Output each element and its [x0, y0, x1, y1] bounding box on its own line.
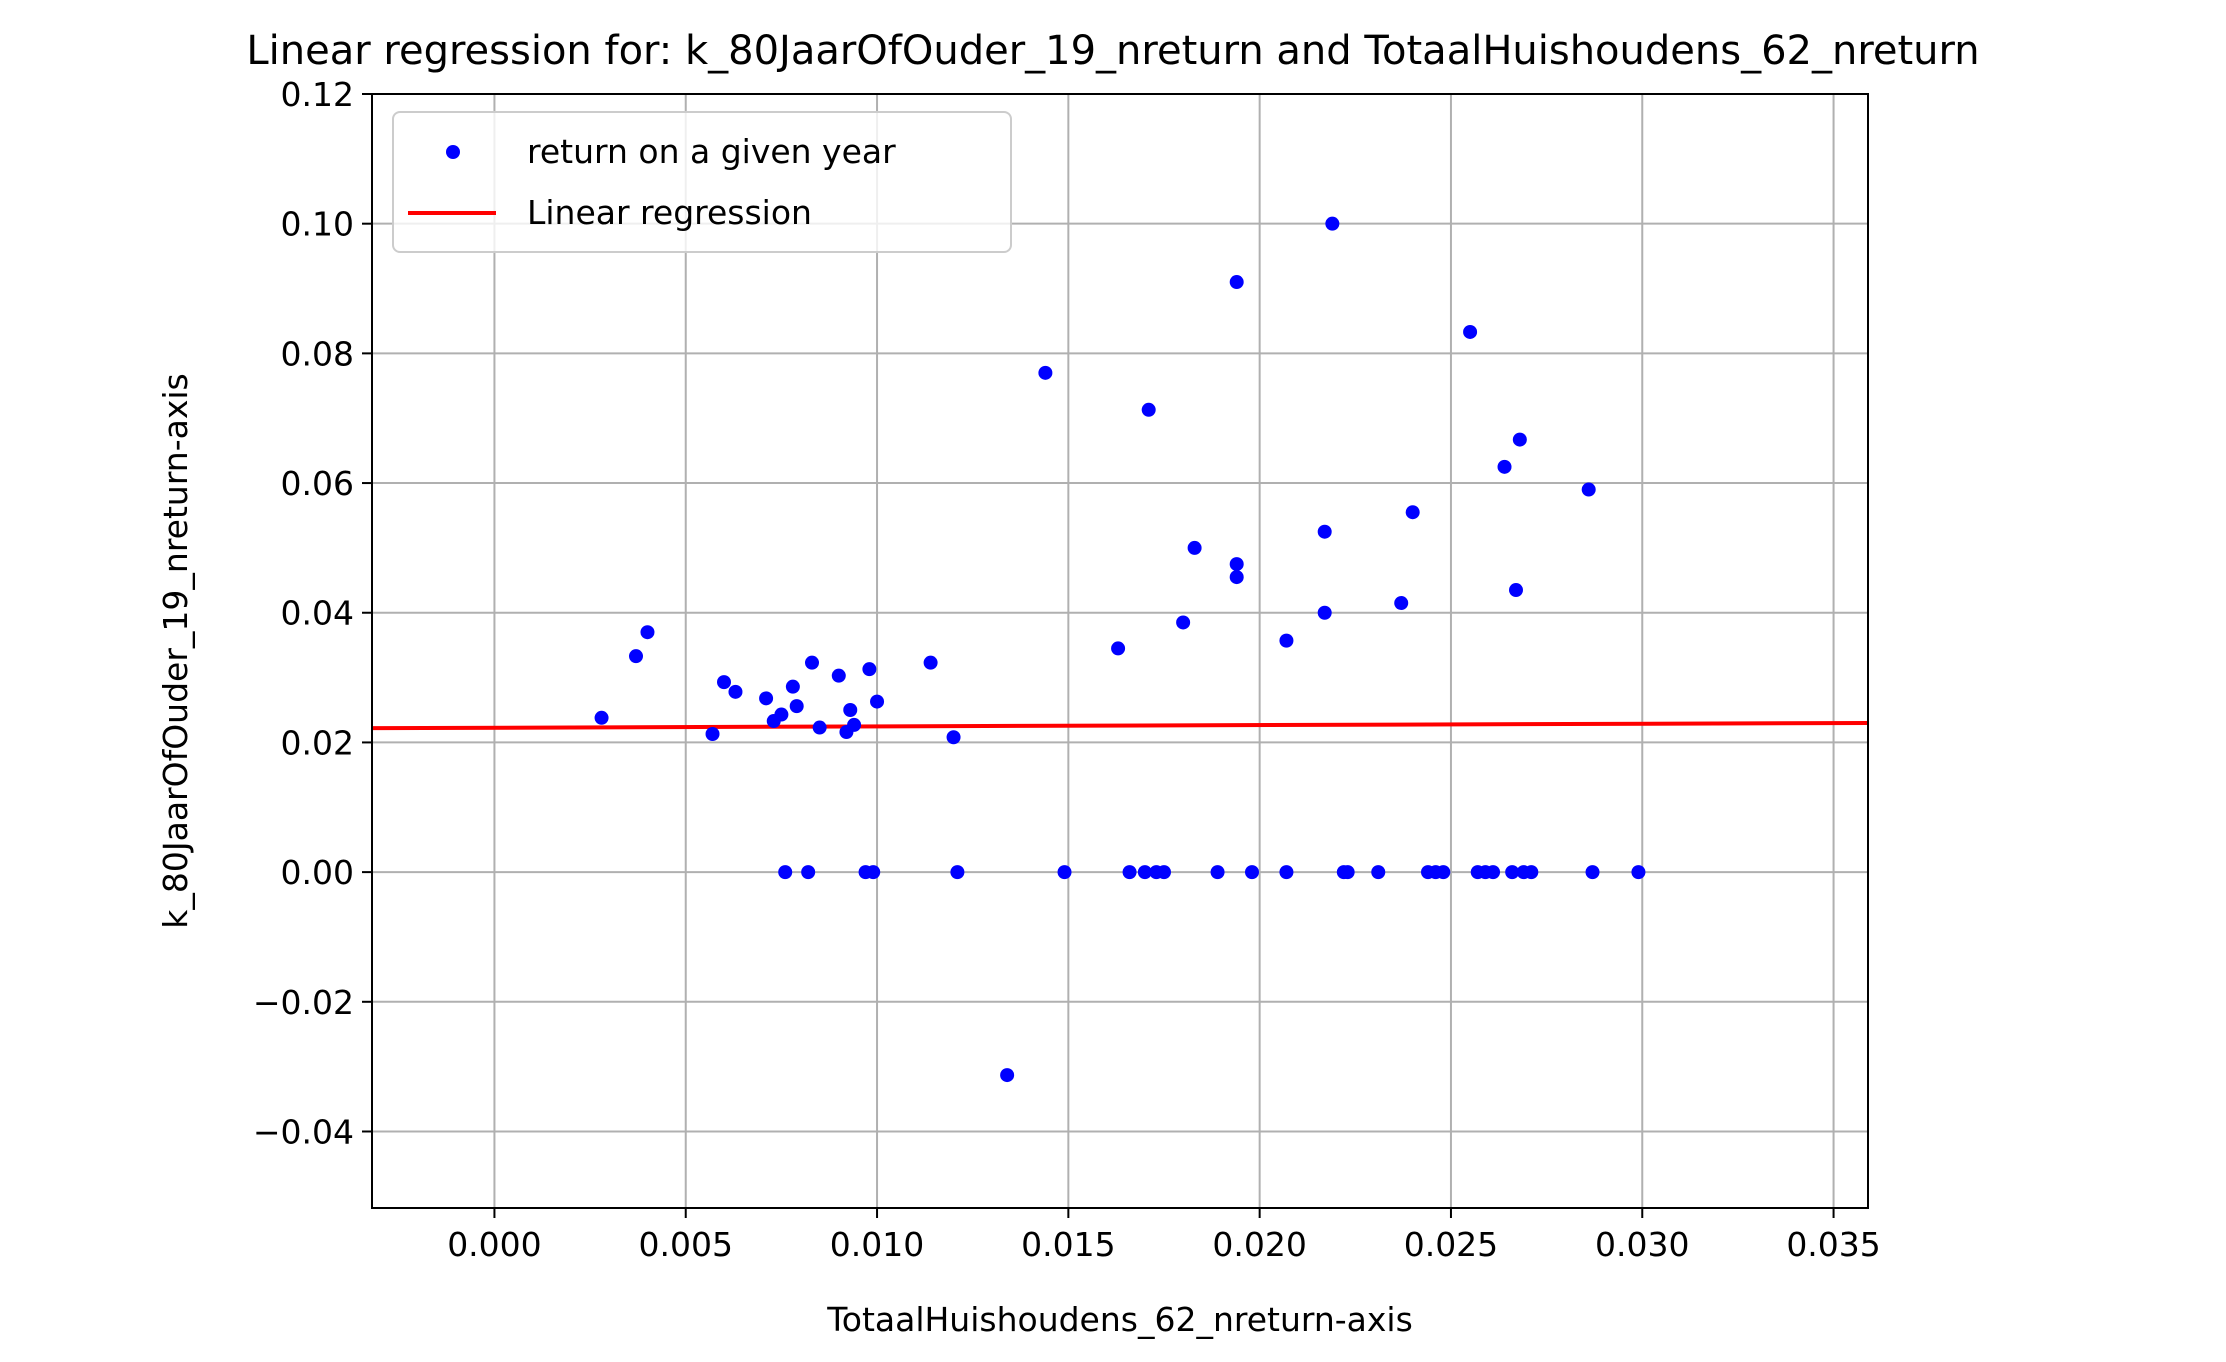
scatter-point [862, 662, 877, 677]
scatter-point [1325, 216, 1340, 231]
scatter-point [1038, 365, 1053, 380]
scatter-point [1394, 596, 1409, 611]
scatter-point [789, 699, 804, 714]
grid-lines [372, 93, 1868, 1208]
legend-box [392, 111, 1012, 253]
x-tick-label: 0.035 [1786, 1225, 1880, 1264]
scatter-point [728, 684, 743, 699]
scatter-point [1000, 1068, 1015, 1083]
scatter-point [831, 668, 846, 683]
x-tick-label: 0.020 [1212, 1225, 1306, 1264]
scatter-point [717, 675, 731, 690]
scatter-point [1631, 865, 1646, 880]
scatter-point [1405, 505, 1420, 520]
scatter-point [1581, 482, 1596, 497]
scatter-point [801, 865, 816, 880]
regression-line [371, 720, 1869, 731]
scatter-point [866, 865, 881, 880]
x-tick-label: 0.015 [1021, 1225, 1115, 1264]
legend-scatter-marker [446, 145, 460, 159]
scatter-point [1157, 865, 1171, 880]
y-axis-ticks: −0.04 −0.02 0.00 0.02 0.04 0.06 0.08 0.10 0.12 [253, 75, 372, 1151]
scatter-point [1509, 583, 1523, 598]
scatter-point [805, 655, 819, 670]
scatter-point [759, 691, 774, 706]
scatter-point [1505, 865, 1520, 880]
legend-label-line: Linear regression [527, 193, 812, 232]
x-tick-label: 0.005 [638, 1225, 732, 1264]
scatter-point [1122, 865, 1137, 880]
scatter-point [1245, 865, 1259, 880]
x-axis-label: TotaalHuishoudens_62_nreturn-axis [826, 1300, 1413, 1339]
scatter-point [923, 655, 938, 670]
scatter-point [847, 717, 862, 732]
scatter-point [1176, 615, 1191, 630]
scatter-point [1229, 275, 1244, 290]
scatter-point [1229, 570, 1244, 585]
y-tick-label: 0.06 [281, 464, 354, 503]
scatter-point [640, 625, 655, 640]
scatter-point [1141, 402, 1156, 417]
y-tick-label: 0.00 [281, 853, 354, 892]
y-tick-label: 0.04 [281, 594, 354, 633]
scatter-point [1497, 459, 1512, 474]
scatter-point [1317, 524, 1332, 539]
scatter-point [950, 865, 965, 880]
scatter-point [1279, 865, 1294, 880]
x-tick-label: 0.010 [830, 1225, 924, 1264]
scatter-point [1371, 865, 1386, 880]
scatter-point [1229, 557, 1244, 572]
y-axis-label: k_80JaarOfOuder_19_nreturn-axis [156, 373, 195, 928]
x-tick-label: 0.030 [1595, 1225, 1689, 1264]
scatter-point [1463, 324, 1478, 339]
scatter-point [812, 720, 827, 735]
y-tick-label: 0.10 [281, 205, 354, 244]
scatter-point [1436, 865, 1451, 880]
scatter-points [594, 216, 1646, 1083]
y-tick-label: 0.02 [281, 723, 354, 762]
scatter-point [1210, 865, 1225, 880]
y-tick-label: 0.08 [281, 334, 354, 373]
scatter-point [1585, 865, 1600, 880]
scatter-point [1512, 432, 1527, 447]
y-tick-label: 0.12 [281, 75, 354, 114]
scatter-point [778, 865, 793, 880]
scatter-point [629, 649, 643, 664]
plot-frame [371, 93, 1869, 1209]
scatter-point [1340, 865, 1355, 880]
chart-title: Linear regression for: k_80JaarOfOuder_1… [246, 28, 1979, 74]
scatter-point [1317, 605, 1332, 620]
scatter-point [870, 694, 885, 709]
scatter-point [1524, 865, 1539, 880]
scatter-point [946, 730, 961, 745]
scatter-point [1187, 540, 1202, 555]
scatter-point [1111, 641, 1126, 656]
scatter-point [1137, 865, 1152, 880]
scatter-point [843, 703, 858, 718]
scatter-point [705, 726, 720, 741]
scatter-point [1057, 865, 1072, 880]
x-tick-label: 0.000 [447, 1225, 541, 1264]
x-tick-label: 0.025 [1404, 1225, 1498, 1264]
y-tick-label: −0.04 [253, 1112, 354, 1151]
scatter-point [774, 707, 789, 722]
scatter-point [1279, 633, 1294, 648]
legend: return on a given year Linear regression [392, 111, 1012, 253]
scatter-point [785, 679, 800, 694]
regression-layer [371, 720, 1869, 731]
legend-label-scatter: return on a given year [527, 132, 896, 171]
scatter-point [1486, 865, 1501, 880]
scatter-point [594, 710, 609, 725]
x-axis-ticks: 0.000 0.005 0.010 0.015 0.020 0.025 0.030 0.035 [447, 1208, 1881, 1264]
y-tick-label: −0.02 [253, 983, 354, 1022]
